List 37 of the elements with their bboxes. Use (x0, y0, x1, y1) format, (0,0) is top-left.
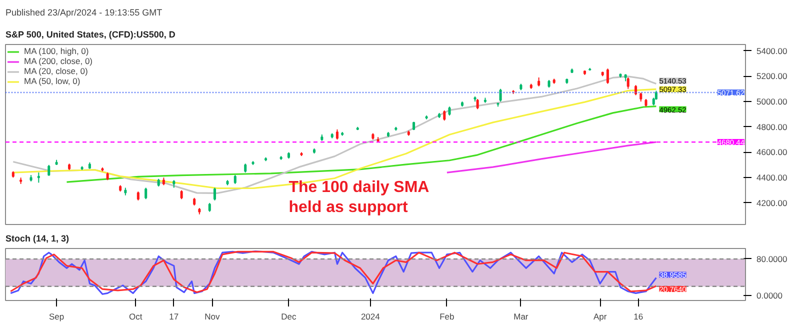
candlestick (476, 98, 479, 110)
legend-label: MA (200, close, 0) (24, 56, 93, 66)
candlestick (144, 187, 148, 200)
candlestick (37, 172, 40, 184)
line-series (446, 141, 657, 174)
legend-label: MA (100, high, 0) (24, 46, 89, 56)
x-tick-label: 2024 (360, 312, 380, 322)
candlestick (443, 110, 446, 122)
candlestick (213, 187, 216, 201)
y-tick-label: 0.0000 (756, 290, 783, 300)
candlestick (626, 76, 630, 90)
x-tick-label: Feb (440, 312, 455, 322)
annotation: The 100 daily SMA held as support (288, 178, 430, 216)
legend-label: MA (20, close, 0) (24, 66, 88, 76)
y-tick-label: 4800.00 (756, 122, 788, 132)
y-tick-label: 5200.00 (756, 71, 788, 82)
x-tick-label: Oct (129, 312, 143, 322)
legend-label: MA (50, low, 0) (24, 76, 80, 86)
x-tick-label: Sep (48, 312, 64, 322)
y-tick-label: 4400.00 (756, 172, 788, 183)
y-tick-label: 80.0000 (756, 254, 788, 264)
candlestick (606, 68, 609, 84)
y-tick-label: 4600.00 (756, 147, 788, 158)
y-tick-label: 4200.00 (756, 198, 788, 208)
candlestick (499, 88, 502, 102)
x-tick-label: 16 (634, 312, 644, 322)
chart-title: Stoch (14, 1, 3) (6, 234, 70, 244)
candlestick (336, 128, 338, 140)
chart-title: S&P 500, United States, (CFD):US500, D (6, 30, 176, 40)
x-tick-label: 17 (169, 312, 179, 322)
x-tick-label: Mar (514, 312, 528, 322)
x-tick-label: Nov (204, 312, 220, 322)
y-tick-label: 5000.00 (756, 96, 788, 107)
x-tick-label: Dec (281, 312, 298, 322)
text: Published 23/Apr/2024 - 19:13:55 GMT (6, 8, 163, 18)
y-tick-label: 5400.00 (756, 46, 788, 56)
x-tick-label: Apr (593, 312, 607, 322)
